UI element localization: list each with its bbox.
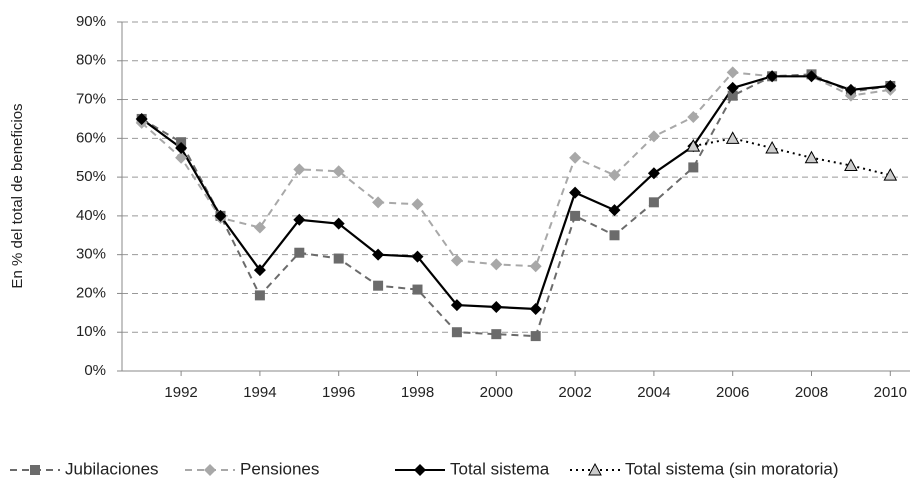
- data-point: [333, 253, 344, 264]
- y-tick-label: 20%: [76, 284, 106, 301]
- legend-label: Pensiones: [240, 459, 319, 478]
- y-tick-label: 50%: [76, 168, 106, 185]
- data-point: [332, 165, 345, 178]
- data-point: [688, 162, 699, 173]
- x-tick-label: 1998: [401, 384, 434, 401]
- y-tick-label: 60%: [76, 129, 106, 146]
- series-line: [141, 73, 891, 338]
- data-point: [529, 302, 542, 315]
- x-tick-label: 2002: [558, 384, 591, 401]
- x-tick-label: 2010: [874, 384, 907, 401]
- data-point: [491, 329, 502, 340]
- data-point: [490, 301, 503, 314]
- data-point: [253, 264, 266, 277]
- data-point: [450, 254, 463, 267]
- x-tick-label: 2004: [637, 384, 670, 401]
- data-point: [175, 151, 188, 164]
- data-point: [844, 158, 858, 171]
- data-point: [372, 248, 385, 261]
- data-point: [412, 284, 423, 295]
- legend-item: Pensiones: [185, 459, 319, 478]
- data-point: [569, 186, 582, 199]
- x-tick-label: 2008: [795, 384, 828, 401]
- data-point: [608, 169, 621, 182]
- data-point: [765, 140, 779, 154]
- data-point: [884, 79, 897, 92]
- x-tick-label: 2000: [480, 384, 513, 401]
- data-point: [293, 163, 306, 176]
- data-point: [804, 150, 819, 164]
- data-point: [372, 196, 385, 209]
- y-tick-label: 80%: [76, 52, 106, 69]
- data-point: [608, 204, 621, 217]
- data-point: [530, 331, 541, 342]
- data-point: [686, 139, 701, 152]
- data-point: [883, 168, 898, 181]
- legend-label: Total sistema: [450, 459, 550, 478]
- data-point: [647, 130, 660, 143]
- y-tick-label: 10%: [76, 323, 106, 340]
- data-point: [766, 70, 779, 83]
- data-point: [844, 83, 857, 96]
- data-point: [648, 197, 659, 208]
- data-point: [727, 90, 738, 101]
- x-tick-label: 1994: [243, 384, 276, 401]
- y-tick-label: 30%: [76, 246, 106, 263]
- y-tick-label: 70%: [76, 91, 106, 108]
- data-point: [529, 260, 542, 273]
- data-point: [450, 299, 463, 312]
- data-point: [726, 66, 739, 79]
- y-tick-label: 90%: [76, 13, 106, 30]
- data-point: [647, 167, 660, 180]
- data-point: [332, 217, 345, 230]
- data-point: [293, 213, 306, 226]
- y-tick-label: 40%: [76, 207, 106, 224]
- data-point: [451, 327, 462, 338]
- x-tick-label: 1996: [322, 384, 355, 401]
- legend-label: Total sistema (sin moratoria): [625, 459, 839, 478]
- data-point: [570, 210, 581, 221]
- series-line: [141, 71, 891, 268]
- x-tick-label: 2006: [716, 384, 749, 401]
- legend-marker: [588, 462, 602, 476]
- data-point: [254, 290, 265, 301]
- series-line: [693, 137, 891, 177]
- series-line: [141, 75, 891, 311]
- legend-item: Total sistema (sin moratoria): [570, 459, 839, 478]
- data-point: [805, 70, 818, 83]
- data-point: [373, 280, 384, 291]
- y-tick-label: 0%: [84, 362, 106, 379]
- data-point: [490, 258, 503, 271]
- legend-item: Total sistema: [395, 459, 550, 478]
- legend-marker: [204, 464, 216, 476]
- data-point: [253, 221, 266, 234]
- data-point: [411, 250, 424, 263]
- legend-marker: [414, 464, 426, 476]
- legend-label: Jubilaciones: [65, 459, 159, 478]
- data-point: [214, 209, 227, 222]
- x-tick-label: 1992: [164, 384, 197, 401]
- data-point: [725, 131, 740, 144]
- data-point: [135, 112, 148, 125]
- data-point: [687, 111, 700, 124]
- data-point: [569, 151, 582, 164]
- data-point: [175, 142, 188, 155]
- data-point: [294, 247, 305, 258]
- y-axis-label: En % del total de beneficios: [9, 103, 26, 288]
- data-point: [609, 230, 620, 241]
- legend-marker: [30, 465, 40, 475]
- data-point: [726, 81, 739, 94]
- data-point: [411, 198, 424, 211]
- legend-item: Jubilaciones: [10, 459, 159, 478]
